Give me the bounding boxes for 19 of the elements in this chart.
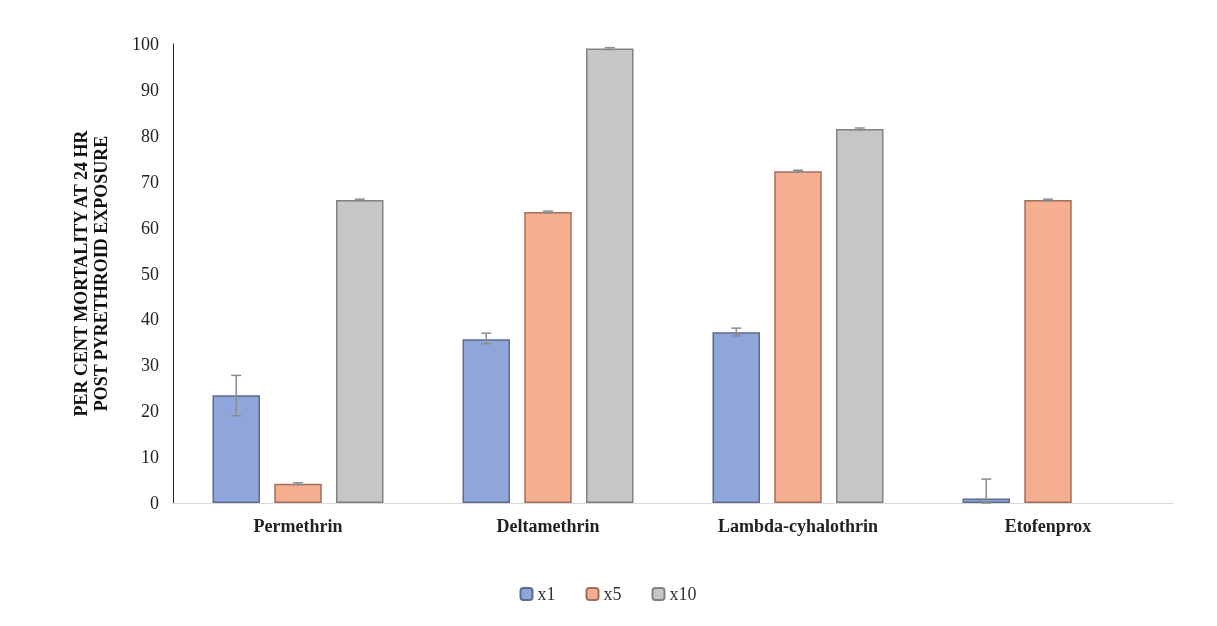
y-tick-label: 80 [141, 125, 159, 146]
y-tick-label: 10 [141, 447, 159, 468]
y-tick-label: 40 [141, 309, 159, 330]
y-tick-label: 30 [141, 355, 159, 376]
legend-label: x1 [537, 584, 556, 604]
y-tick-label: 50 [141, 263, 159, 284]
legend-label: x10 [669, 584, 697, 604]
y-tick-label: 0 [150, 493, 159, 513]
y-tick-label: 70 [141, 171, 159, 192]
x-tick-label: Permethrin [253, 516, 343, 536]
y-tick-label: 100 [132, 34, 159, 54]
y-tick-label: 60 [141, 217, 159, 238]
x-tick-label: Lambda-cyhalothrin [717, 516, 879, 536]
y-axis-title: PER CENT MORTALITY AT 24 HR POST PYRETHROID EXPOSURE [71, 129, 111, 417]
legend-label: x5 [603, 584, 622, 604]
x-tick-label: Deltamethrin [496, 516, 600, 536]
y-tick-label: 20 [141, 401, 159, 422]
y-tick-label: 90 [141, 79, 159, 100]
x-tick-label: Etofenprox [1004, 516, 1092, 536]
